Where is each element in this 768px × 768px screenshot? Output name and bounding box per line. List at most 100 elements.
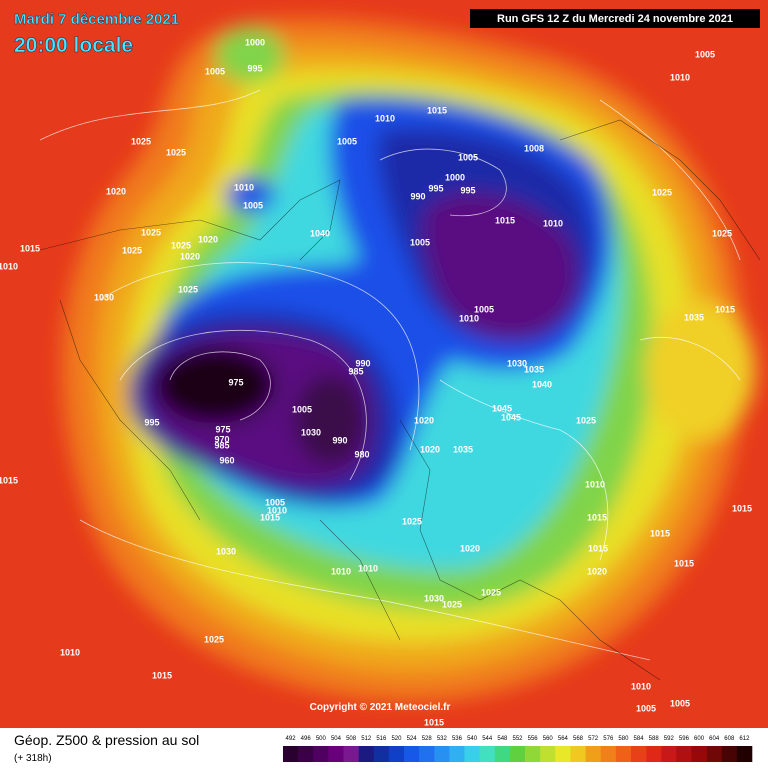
isobar-label: 960 [219, 455, 234, 465]
isobar-label: 1030 [424, 593, 444, 603]
legend-swatch [721, 746, 738, 762]
isobar-label: 1010 [631, 681, 651, 691]
isobar-label: 1008 [524, 143, 544, 153]
isobar-label: 1010 [331, 566, 351, 576]
isobar-label: 1035 [684, 312, 704, 322]
isobar-label: 990 [332, 435, 347, 445]
product-label: Géop. Z500 & pression au sol [14, 732, 199, 748]
legend-label: 572 [588, 736, 599, 742]
isobar-label: 1010 [60, 647, 80, 657]
isobar-label: 1030 [301, 427, 321, 437]
legend-swatch [540, 746, 556, 762]
isobar-label: 1020 [180, 251, 200, 261]
isobar-label: 1005 [243, 200, 263, 210]
legend-label: 608 [724, 736, 735, 742]
legend-label: 556 [528, 736, 539, 742]
isobar-label: 1030 [94, 292, 114, 302]
isobar-label: 1010 [543, 218, 563, 228]
run-box [470, 9, 760, 28]
isobar-label: 1045 [492, 403, 512, 413]
legend-swatch [283, 746, 299, 762]
legend-swatch [373, 746, 390, 762]
legend-label: 516 [376, 736, 387, 742]
isobar-label: 1010 [585, 479, 605, 489]
isobar-label: 1015 [495, 215, 515, 225]
legend-label: 512 [361, 736, 372, 742]
isobar-label: 1010 [267, 505, 287, 515]
legend-swatch [464, 746, 480, 762]
isobar-label: 985 [348, 366, 363, 376]
legend-swatch [434, 746, 450, 762]
isobar-label: 1015 [715, 304, 735, 314]
legend-swatch [404, 746, 420, 762]
isobar-label: 1025 [122, 245, 142, 255]
legend-label: 520 [391, 736, 402, 742]
isobar-label: 1015 [152, 670, 172, 680]
isobar-label: 1005 [292, 404, 312, 414]
isobar-label: 1030 [216, 546, 236, 556]
map-date: Mardi 7 décembre 2021 [14, 11, 179, 28]
isobar-label: 1025 [442, 599, 462, 609]
lead-time: (+ 318h) [14, 753, 52, 764]
geopotential-field [62, 18, 755, 702]
legend-label: 612 [739, 736, 750, 742]
isobar-label: 1025 [171, 240, 191, 250]
isobar-label: 1000 [245, 37, 265, 47]
legend-label: 560 [543, 736, 554, 742]
isobar-label: 1015 [424, 717, 444, 727]
isobar-label: 1010 [375, 113, 395, 123]
isobar-label: 1020 [414, 415, 434, 425]
isobar-label: 975 [215, 424, 230, 434]
isobar-label: 1035 [453, 444, 473, 454]
legend-swatch [630, 746, 647, 762]
isobar-label: 1015 [427, 105, 447, 115]
isobar-label: 1025 [652, 187, 672, 197]
isobar-label: 1005 [636, 703, 656, 713]
isobar-lines [39, 89, 741, 661]
isobar-label: 1025 [204, 634, 224, 644]
isobar-label: 990 [355, 358, 370, 368]
legend-swatch [555, 746, 571, 762]
isobar-label: 1015 [674, 558, 694, 568]
legend-swatch [736, 746, 753, 762]
legend-label: 584 [634, 736, 645, 742]
isobar-label: 970 [214, 434, 229, 444]
isobar-label: 1020 [106, 186, 126, 196]
legend-swatch [615, 746, 632, 762]
legend-label: 528 [422, 736, 433, 742]
legend-label: 568 [573, 736, 584, 742]
legend-swatch [706, 746, 723, 762]
isobar-labels: 1000995100510051010101510101025102510051… [0, 37, 752, 727]
legend-swatch [328, 746, 344, 762]
legend-swatch [494, 746, 511, 762]
isobar-label: 1020 [198, 234, 218, 244]
legend-label: 532 [437, 736, 448, 742]
legend-label: 544 [482, 736, 493, 742]
isobar-label: 1025 [712, 228, 732, 238]
isobar-label: 1005 [458, 152, 478, 162]
map-time: 20:00 locale [14, 34, 133, 57]
legend-swatch [388, 746, 405, 762]
isobar-label: 1010 [234, 182, 254, 192]
isobar-label: 1020 [587, 566, 607, 576]
legend-swatch [525, 746, 541, 762]
isobar-label: 1005 [670, 698, 690, 708]
isobar-label: 1015 [0, 475, 18, 485]
isobar-label: 1010 [459, 313, 479, 323]
legend-label: 492 [286, 736, 297, 742]
isobar-label: 1005 [474, 304, 494, 314]
isobar-label: 1000 [445, 172, 465, 182]
legend-label: 580 [618, 736, 629, 742]
isobar-label: 1025 [178, 284, 198, 294]
legend-label: 576 [603, 736, 614, 742]
isobar-label: 980 [354, 449, 369, 459]
legend-label: 596 [679, 736, 690, 742]
legend-label: 552 [512, 736, 523, 742]
legend-swatch [509, 746, 526, 762]
footer: Géop. Z500 & pression au sol (+ 318h) 49… [14, 732, 753, 764]
legend-swatch [358, 746, 375, 762]
isobar-label: 1005 [337, 136, 357, 146]
legend-swatch [676, 746, 692, 762]
isobar-label: 1040 [310, 228, 330, 238]
legend-swatch [570, 746, 586, 762]
